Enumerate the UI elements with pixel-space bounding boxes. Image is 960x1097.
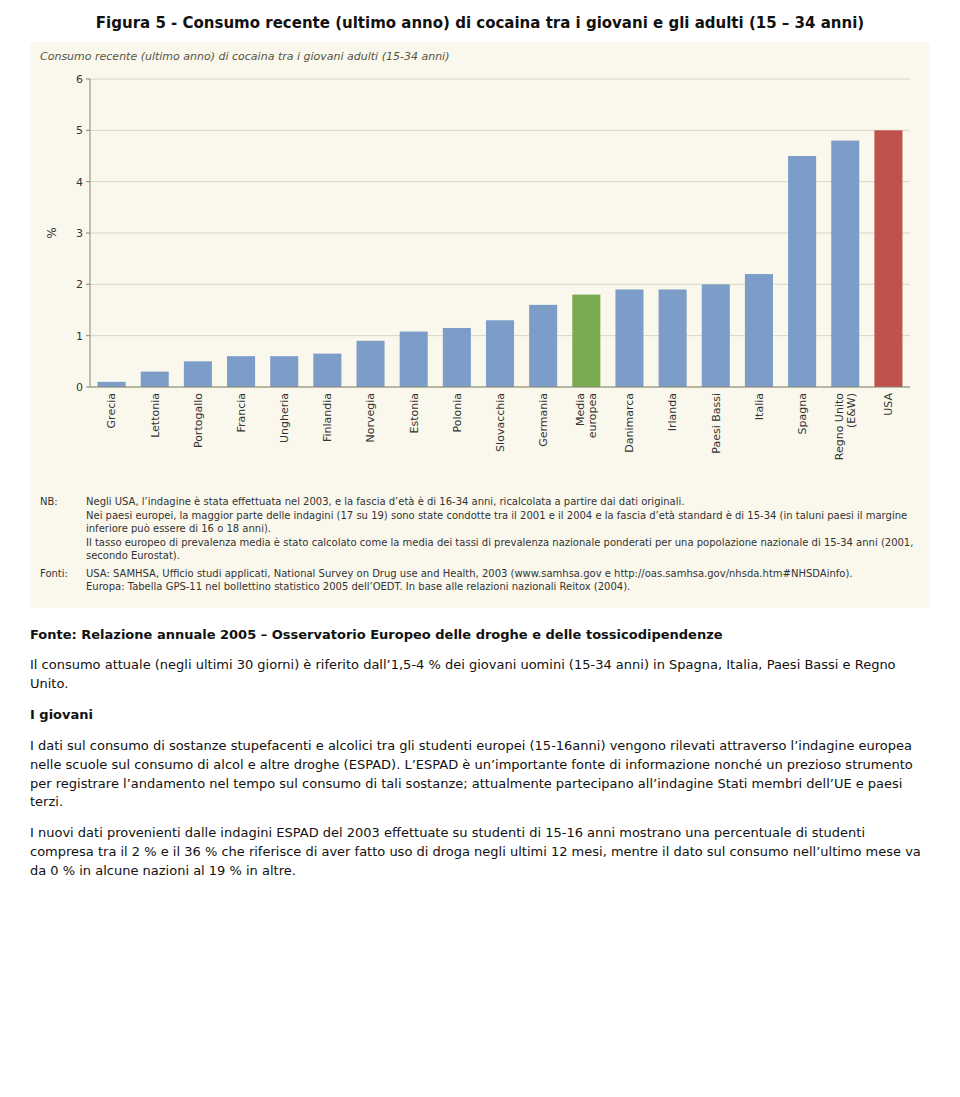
chart-svg: 0 1 2 3 4 5 6% Grecia Lettonia Portogallo Francia U… xyxy=(40,67,920,487)
bar xyxy=(572,295,600,387)
x-tick-label: Paesi Bassi xyxy=(710,393,723,454)
chart: 0 1 2 3 4 5 6% Grecia Lettonia Portogallo Francia U… xyxy=(40,67,920,491)
x-tick-label: Estonia xyxy=(408,393,421,434)
paragraph: I dati sul consumo di sostanze stupeface… xyxy=(30,737,930,812)
bar xyxy=(400,332,428,387)
bar xyxy=(659,289,687,387)
y-tick xyxy=(86,335,90,336)
y-tick-label: 3 xyxy=(76,227,83,240)
x-tick-label: Spagna xyxy=(796,393,809,434)
y-tick xyxy=(86,181,90,182)
x-tick-label: Grecia xyxy=(105,393,118,428)
y-tick-label: 0 xyxy=(76,381,83,394)
x-tick-label: Germania xyxy=(537,393,550,447)
note-line: Europa: Tabella GPS-11 nel bollettino st… xyxy=(86,580,920,594)
y-axis-label: % xyxy=(45,227,59,238)
y-tick xyxy=(86,79,90,80)
heading: I giovani xyxy=(30,706,930,725)
bar xyxy=(184,361,212,387)
grid xyxy=(90,79,910,387)
bar xyxy=(141,372,169,387)
y-tick xyxy=(86,284,90,285)
note-line: USA: SAMHSA, Ufficio studi applicati, Na… xyxy=(86,567,920,581)
body-text: Fonte: Relazione annuale 2005 – Osservat… xyxy=(30,626,930,881)
note-label: NB: xyxy=(40,495,86,563)
grid-line xyxy=(90,387,910,388)
note: Fonti:USA: SAMHSA, Ufficio studi applica… xyxy=(40,567,920,594)
y-tick xyxy=(86,233,90,234)
heading: Fonte: Relazione annuale 2005 – Osservat… xyxy=(30,626,930,645)
grid-line xyxy=(90,233,910,234)
bar xyxy=(788,156,816,387)
y-tick-label: 2 xyxy=(76,278,83,291)
y-tick-label: 4 xyxy=(76,176,83,189)
bars xyxy=(98,130,903,387)
bar xyxy=(98,382,126,387)
y-axis-line xyxy=(90,79,91,387)
notes: NB:Negli USA, l’indagine è stata effettu… xyxy=(40,495,920,594)
bar xyxy=(615,289,643,387)
bar xyxy=(831,141,859,387)
x-tick-label: Lettonia xyxy=(149,393,162,438)
note-line: Nei paesi europei, la maggior parte dell… xyxy=(86,509,920,536)
title: Figura 5 - Consumo recente (ultimo anno)… xyxy=(0,0,960,42)
bar xyxy=(313,354,341,387)
x-tick-label: Irlanda xyxy=(666,393,679,431)
x-tick-label: Polonia xyxy=(451,393,464,433)
x-tick-label: USA xyxy=(882,393,895,416)
bar xyxy=(443,328,471,387)
bar xyxy=(270,356,298,387)
bar xyxy=(874,130,902,387)
bar xyxy=(529,305,557,387)
bar xyxy=(702,284,730,387)
grid-line xyxy=(90,130,910,131)
grid-line xyxy=(90,181,910,182)
paragraph: Il consumo attuale (negli ultimi 30 gior… xyxy=(30,656,930,694)
x-axis-line xyxy=(90,387,910,388)
x-tick-label: Norvegia xyxy=(364,393,377,443)
y-tick-label: 1 xyxy=(76,330,83,343)
subtitle: Consumo recente (ultimo anno) di cocaina… xyxy=(40,50,920,63)
x-tick-label: Francia xyxy=(235,393,248,433)
chart-box: Consumo recente (ultimo anno) di cocaina… xyxy=(30,42,930,608)
paragraph: I nuovi dati provenienti dalle indagini … xyxy=(30,824,930,881)
y-tick xyxy=(86,130,90,131)
x-tick-label: Ungheria xyxy=(278,393,291,443)
grid-line xyxy=(90,79,910,80)
x-tick-label: Italia xyxy=(753,393,766,420)
bar xyxy=(486,320,514,387)
x-tick-label: Finlandia xyxy=(321,393,334,442)
bar xyxy=(357,341,385,387)
x-tick-label: Slovacchia xyxy=(494,393,507,452)
x-tick-label: Mediaeuropea xyxy=(574,393,599,438)
grid-line xyxy=(90,284,910,285)
bar xyxy=(745,274,773,387)
x-tick-label: Regno Unito(E&W) xyxy=(833,393,858,460)
y-tick-label: 6 xyxy=(76,73,83,86)
bar xyxy=(227,356,255,387)
note: NB:Negli USA, l’indagine è stata effettu… xyxy=(40,495,920,563)
y-tick-label: 5 xyxy=(76,124,83,137)
note-label: Fonti: xyxy=(40,567,86,594)
x-tick-label: Danimarca xyxy=(623,393,636,453)
note-line: Il tasso europeo di prevalenza media è s… xyxy=(86,536,920,563)
y-tick xyxy=(86,387,90,388)
x-tick-label: Portogallo xyxy=(192,393,205,448)
note-line: Negli USA, l’indagine è stata effettuata… xyxy=(86,495,920,509)
